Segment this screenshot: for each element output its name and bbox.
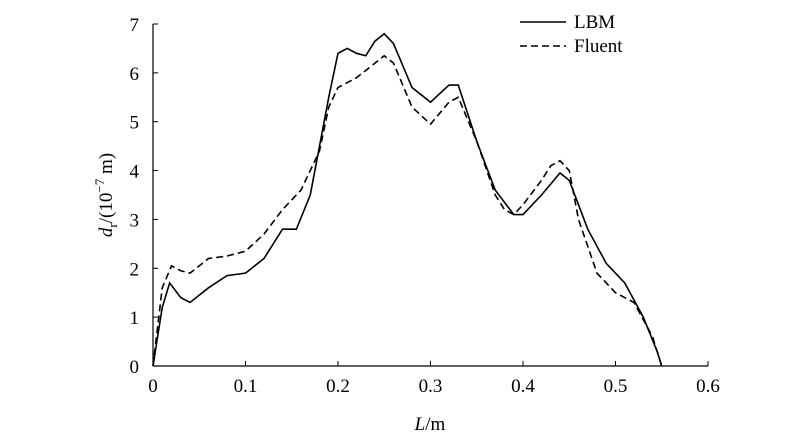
x-tick-label: 0.3 (419, 376, 443, 397)
y-tick-label: 6 (130, 64, 140, 85)
x-tick-label: 0.5 (604, 376, 628, 397)
series-line (152, 32, 663, 367)
legend-label: LBM (574, 12, 615, 33)
y-label-sup: −7 (92, 178, 107, 192)
y-label-var: d (96, 227, 117, 237)
y-tick-label: 7 (130, 15, 140, 36)
x-tick-label: 0.2 (326, 376, 350, 397)
y-tick-label: 1 (130, 308, 140, 329)
y-tick-label: 3 (130, 210, 140, 231)
y-tick-label: 2 (130, 259, 140, 280)
y-label-sub: r (105, 223, 120, 228)
x-tick-label: 0.4 (511, 376, 535, 397)
y-tick-label: 4 (130, 162, 140, 183)
series-line (152, 54, 663, 367)
x-label-var: L (414, 414, 426, 435)
x-tick-label: 0 (148, 376, 158, 397)
y-label-mid: /(10 (96, 193, 117, 224)
legend-label: Fluent (574, 36, 623, 57)
x-label-unit: /m (425, 414, 445, 435)
x-axis-label: L/m (414, 414, 446, 435)
x-tick-label: 0.6 (696, 376, 720, 397)
y-axis-label: dr/(10−7 m) (92, 153, 120, 237)
y-tick-label: 0 (130, 357, 140, 378)
y-tick-label: 5 (130, 113, 140, 134)
y-label-end: m) (96, 153, 117, 179)
x-tick-label: 0.1 (234, 376, 258, 397)
